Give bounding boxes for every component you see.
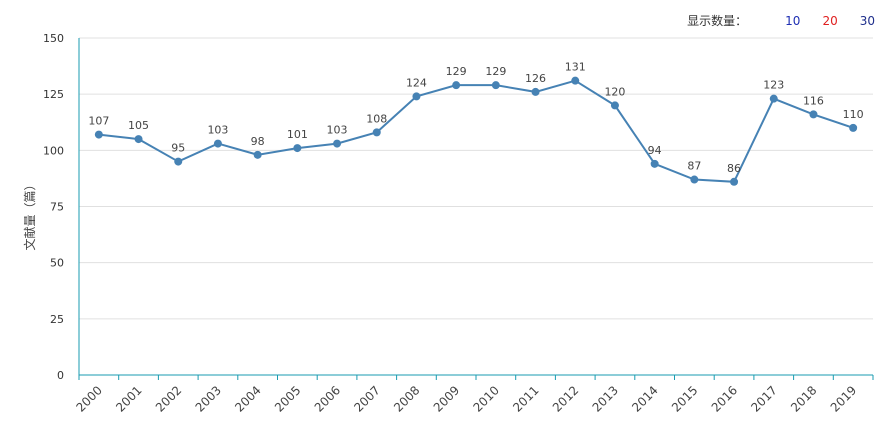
x-tick-label: 2005: [272, 383, 303, 414]
data-label: 103: [327, 124, 348, 137]
x-tick-label: 2001: [113, 383, 144, 414]
data-point[interactable]: [213, 139, 222, 148]
data-point[interactable]: [769, 94, 778, 103]
y-tick-label: 150: [43, 32, 64, 45]
data-point[interactable]: [293, 144, 302, 153]
x-tick-label: 2013: [590, 383, 621, 414]
y-tick-label: 0: [57, 369, 64, 382]
data-point[interactable]: [650, 159, 659, 168]
x-tick-label: 2003: [193, 383, 224, 414]
data-point[interactable]: [849, 123, 858, 132]
x-tick-label: 2012: [550, 383, 581, 414]
x-tick-label: 2014: [629, 383, 660, 414]
data-labels: 107 105 95 103 98 101 103 108 124 129 129 126 131 120…: [88, 61, 863, 175]
y-tick-label: 25: [50, 313, 64, 326]
data-point[interactable]: [253, 150, 262, 159]
data-points: [94, 76, 858, 186]
data-label: 108: [366, 112, 387, 125]
display-count-10-option[interactable]: 10: [785, 13, 801, 28]
data-label: 107: [88, 115, 109, 128]
data-label: 101: [287, 128, 308, 141]
data-label: 86: [727, 162, 741, 175]
data-point[interactable]: [412, 92, 421, 101]
data-label: 116: [803, 94, 824, 107]
display-count-control: 显示数量： 10 20 30: [687, 12, 875, 29]
display-count-label: 显示数量：: [687, 14, 748, 28]
data-point[interactable]: [571, 76, 580, 85]
x-tick-label: 2002: [153, 383, 184, 414]
data-point[interactable]: [809, 110, 818, 119]
x-axis-ticks: 2000 2001 2002 2003 2004 2005 2006 2007 2008 2009…: [73, 375, 874, 415]
data-point[interactable]: [531, 87, 540, 96]
x-tick-label: 2004: [232, 383, 263, 414]
x-tick-label: 2019: [828, 383, 859, 414]
x-tick-label: 2000: [73, 383, 104, 414]
y-tick-label: 125: [43, 88, 64, 101]
x-tick-label: 2017: [748, 383, 779, 414]
x-tick-label: 2008: [391, 383, 422, 414]
data-label: 131: [565, 61, 586, 74]
data-label: 95: [171, 142, 185, 155]
series-line: [98, 79, 854, 183]
y-tick-label: 50: [50, 257, 64, 270]
data-label: 105: [128, 119, 149, 132]
data-label: 124: [406, 76, 427, 89]
data-point[interactable]: [174, 157, 183, 166]
data-label: 129: [446, 65, 467, 78]
y-axis-ticks: 0 25 50 75 100 125 150: [43, 32, 64, 382]
x-tick-label: 2006: [312, 383, 343, 414]
data-point[interactable]: [94, 130, 103, 139]
x-tick-label: 2011: [510, 383, 541, 414]
data-point[interactable]: [690, 175, 699, 184]
data-point[interactable]: [452, 81, 461, 90]
data-label: 123: [763, 79, 784, 92]
display-count-30-option[interactable]: 30: [859, 13, 875, 28]
data-label: 120: [604, 85, 625, 98]
series-polyline: [98, 79, 854, 183]
y-axis-title: 文献量（篇）: [22, 178, 37, 250]
display-count-20-option[interactable]: 20: [822, 13, 838, 28]
data-label: 103: [207, 124, 228, 137]
y-tick-label: 75: [50, 201, 64, 214]
data-label: 129: [485, 65, 506, 78]
data-label: 94: [648, 144, 662, 157]
x-tick-label: 2018: [788, 383, 819, 414]
data-label: 126: [525, 72, 546, 85]
x-tick-label: 2015: [669, 383, 700, 414]
data-point[interactable]: [134, 135, 143, 144]
data-point[interactable]: [372, 128, 381, 137]
data-point[interactable]: [610, 101, 619, 110]
x-tick-label: 2016: [709, 383, 740, 414]
data-point[interactable]: [730, 177, 739, 186]
x-tick-label: 2009: [431, 383, 462, 414]
y-tick-label: 100: [43, 144, 64, 157]
grid-lines: [79, 37, 873, 320]
x-tick-label: 2007: [351, 383, 382, 414]
data-point[interactable]: [491, 81, 500, 90]
data-label: 110: [843, 108, 864, 121]
data-label: 98: [251, 135, 265, 148]
data-point[interactable]: [333, 139, 342, 148]
data-label: 87: [687, 160, 701, 173]
x-tick-label: 2010: [470, 383, 501, 414]
